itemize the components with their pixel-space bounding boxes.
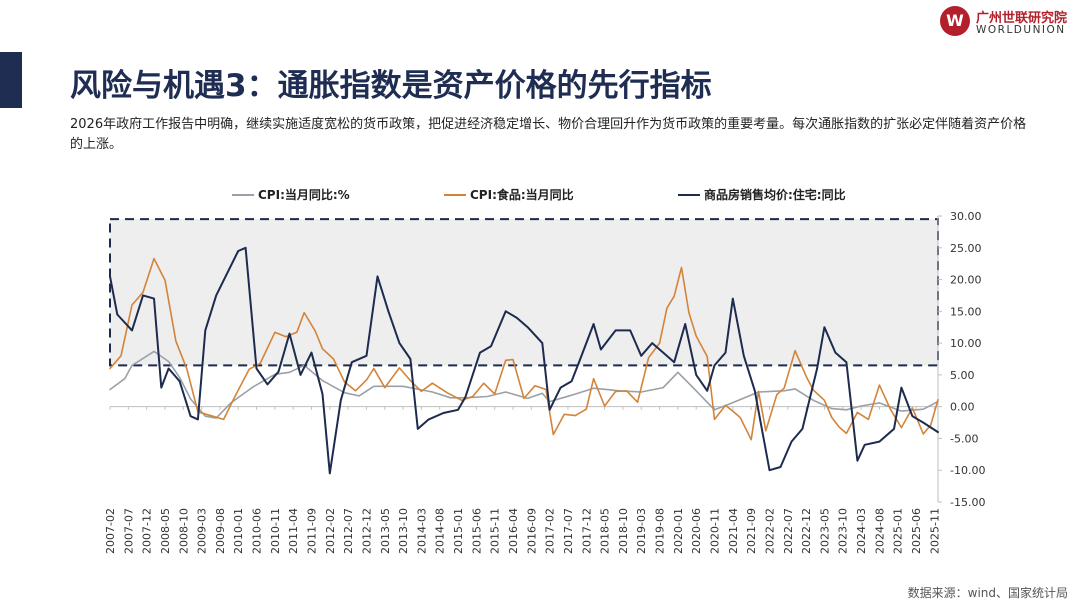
x-tick-label: 2011-09 <box>306 508 319 554</box>
x-tick-label: 2025-11 <box>928 508 941 554</box>
x-tick-label: 2019-08 <box>654 508 667 554</box>
x-tick-label: 2014-08 <box>434 508 447 554</box>
x-tick-label: 2014-03 <box>415 508 428 554</box>
y-tick-label: 20.00 <box>950 274 982 287</box>
x-tick-label: 2009-03 <box>196 508 209 554</box>
x-tick-label: 2010-11 <box>269 508 282 554</box>
y-tick-label: 15.00 <box>950 305 982 318</box>
x-tick-label: 2021-09 <box>745 508 758 554</box>
x-tick-label: 2008-05 <box>159 508 172 554</box>
y-tick-label: 25.00 <box>950 242 982 255</box>
logo-english-name: WORLDUNION <box>976 24 1066 36</box>
x-tick-label: 2016-04 <box>507 508 520 554</box>
brand-logo: W 广州世联研究院 WORLDUNION <box>940 6 1075 38</box>
y-tick-label: 5.00 <box>950 369 975 382</box>
x-tick-label: 2008-10 <box>177 508 190 554</box>
legend-label-1: CPI:当月同比:% <box>258 187 350 202</box>
logo-mark-icon: W <box>940 6 970 36</box>
x-tick-label: 2020-06 <box>690 508 703 554</box>
x-tick-label: 2013-10 <box>397 508 410 554</box>
x-tick-label: 2012-02 <box>324 508 337 554</box>
logo-chinese-name: 广州世联研究院 <box>976 11 1068 26</box>
x-tick-label: 2023-05 <box>818 508 831 554</box>
highlight-band <box>109 218 939 367</box>
x-tick-label: 2023-10 <box>837 508 850 554</box>
x-tick-label: 2019-03 <box>635 508 648 554</box>
x-tick-label: 2007-07 <box>122 508 135 554</box>
x-tick-label: 2007-12 <box>141 508 154 554</box>
title-accent-bar <box>0 52 22 108</box>
x-tick-label: 2015-01 <box>452 508 465 554</box>
x-tick-label: 2013-05 <box>379 508 392 554</box>
x-tick-label: 2018-10 <box>617 508 630 554</box>
y-tick-label: -5.00 <box>950 432 978 445</box>
x-tick-label: 2009-08 <box>214 508 227 554</box>
series-line-3 <box>109 246 939 475</box>
data-source: 数据来源：wind、国家统计局 <box>907 586 1068 600</box>
x-tick-label: 2025-01 <box>892 508 905 554</box>
x-tick-label: 2015-06 <box>470 508 483 554</box>
page-title: 风险与机遇3：通胀指数是资产价格的先行指标 <box>70 68 712 104</box>
x-tick-label: 2007-02 <box>104 508 117 554</box>
x-tick-label: 2010-01 <box>232 508 245 554</box>
series-line-2 <box>109 257 939 441</box>
series-line-1 <box>109 350 939 419</box>
x-tick-label: 2015-11 <box>489 508 502 554</box>
x-tick-label: 2022-12 <box>800 508 813 554</box>
x-tick-label: 2012-12 <box>360 508 373 554</box>
legend-label-2: CPI:食品:当月同比 <box>470 187 574 202</box>
legend-label-3: 商品房销售均价:住宅:同比 <box>704 187 846 202</box>
y-tick-label: -15.00 <box>950 496 985 509</box>
x-tick-label: 2012-07 <box>342 508 355 554</box>
y-tick-label: 30.00 <box>950 210 982 223</box>
x-tick-label: 2024-08 <box>873 508 886 554</box>
x-tick-label: 2022-07 <box>782 508 795 554</box>
x-tick-label: 2011-04 <box>287 508 300 554</box>
x-tick-label: 2025-06 <box>910 508 923 554</box>
x-tick-label: 2016-09 <box>525 508 538 554</box>
x-tick-label: 2017-12 <box>580 508 593 554</box>
x-tick-label: 2022-02 <box>763 508 776 554</box>
y-tick-label: -10.00 <box>950 464 985 477</box>
y-tick-label: 0.00 <box>950 401 975 414</box>
x-tick-label: 2021-04 <box>727 508 740 554</box>
page-subtitle: 2026年政府工作报告中明确，继续实施适度宽松的货币政策，把促进经济稳定增长、物… <box>70 117 1027 152</box>
x-tick-label: 2017-02 <box>544 508 557 554</box>
x-tick-label: 2017-07 <box>562 508 575 554</box>
x-tick-label: 2024-03 <box>855 508 868 554</box>
x-tick-label: 2018-05 <box>599 508 612 554</box>
x-tick-label: 2010-06 <box>251 508 264 554</box>
x-tick-label: 2020-11 <box>709 508 722 554</box>
y-tick-label: 10.00 <box>950 337 982 350</box>
x-tick-label: 2020-01 <box>672 508 685 554</box>
